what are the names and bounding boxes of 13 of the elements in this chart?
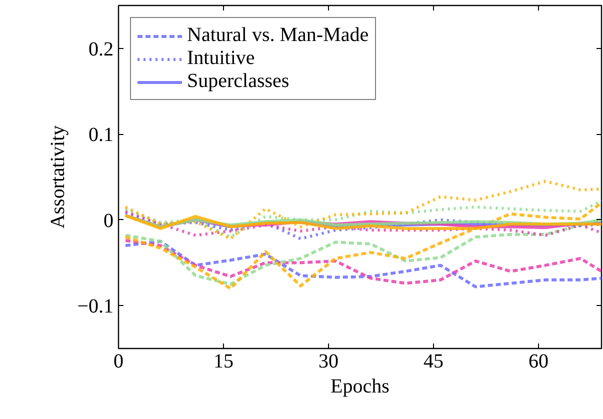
y-tick-label: 0.2 [88,38,114,60]
x-tick-label: 30 [318,350,338,372]
legend-label: Superclasses [187,70,290,93]
legend-label: Intuitive [187,47,255,70]
y-tick-label: 0.1 [88,124,114,146]
y-axis-title: Assortativity [47,125,70,229]
x-tick-label: 45 [424,350,444,372]
x-tick-label: 15 [214,350,234,372]
legend-label: Natural vs. Man-Made [187,24,369,47]
y-tick-label: −0.1 [77,296,114,318]
y-tick-label: 0 [104,210,114,232]
x-tick-label: 60 [528,350,548,372]
x-axis-title: Epochs [330,376,390,398]
